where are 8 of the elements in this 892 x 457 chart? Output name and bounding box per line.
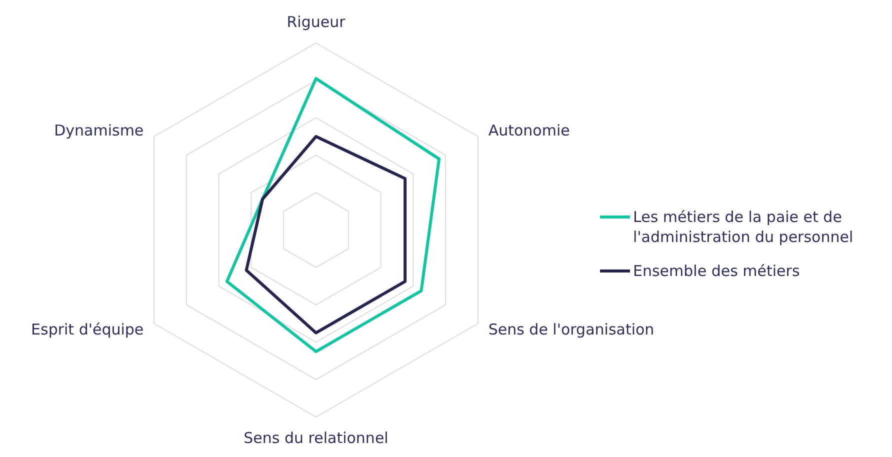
spoke-label: Dynamisme	[54, 122, 144, 140]
legend-label: Ensemble des métiers	[633, 262, 800, 280]
spoke-label: Rigueur	[286, 13, 346, 31]
spoke-label: Esprit d'équipe	[31, 320, 144, 338]
spoke-label: Autonomie	[488, 122, 570, 140]
legend-label: Les métiers de la paie et de l'administration du personnel	[633, 208, 854, 246]
spoke-label: Sens de l'organisation	[488, 320, 654, 338]
spoke-label: Sens du relationnel	[244, 429, 388, 447]
